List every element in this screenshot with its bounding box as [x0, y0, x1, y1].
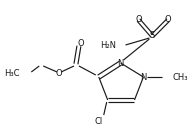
- Text: O: O: [165, 16, 171, 24]
- Text: N: N: [140, 72, 147, 82]
- Text: CH₃: CH₃: [172, 72, 188, 82]
- Text: O: O: [78, 38, 84, 47]
- Text: H₂N: H₂N: [101, 41, 117, 51]
- Text: Cl: Cl: [95, 117, 103, 126]
- Text: O: O: [56, 70, 62, 78]
- Text: O: O: [135, 16, 142, 24]
- Text: H₃C: H₃C: [4, 70, 19, 78]
- Text: S: S: [150, 32, 155, 41]
- Text: N: N: [117, 59, 124, 68]
